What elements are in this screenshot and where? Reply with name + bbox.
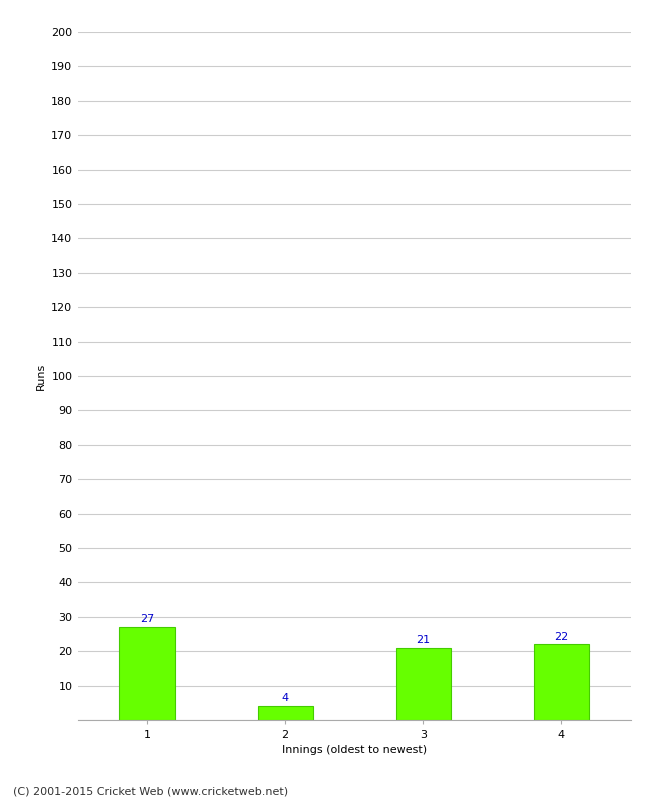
Text: 4: 4: [281, 694, 289, 703]
Text: 27: 27: [140, 614, 154, 624]
Bar: [396, 648, 451, 720]
Text: 21: 21: [416, 635, 430, 645]
X-axis label: Innings (oldest to newest): Innings (oldest to newest): [281, 746, 427, 755]
Bar: [534, 644, 589, 720]
Bar: [257, 706, 313, 720]
Text: 22: 22: [554, 631, 569, 642]
Y-axis label: Runs: Runs: [36, 362, 46, 390]
Bar: [120, 627, 175, 720]
Text: (C) 2001-2015 Cricket Web (www.cricketweb.net): (C) 2001-2015 Cricket Web (www.cricketwe…: [13, 786, 288, 796]
